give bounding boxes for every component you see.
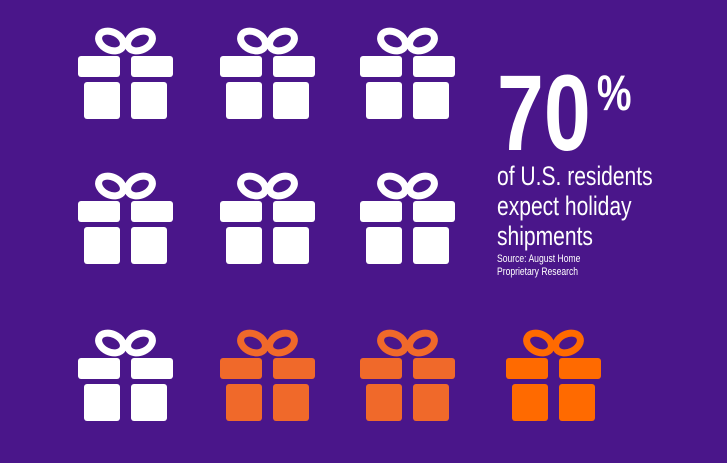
source-line: Proprietary Research bbox=[497, 266, 578, 278]
stat-unit: % bbox=[597, 64, 632, 121]
description-line: shipments bbox=[497, 222, 593, 252]
source-line: Source: August Home bbox=[497, 253, 581, 265]
stat-value: 70 bbox=[497, 52, 591, 174]
text-block: 70 % of U.S. residents expect holiday sh… bbox=[497, 52, 653, 278]
description-line: expect holiday bbox=[497, 192, 632, 222]
description-line: of U.S. residents bbox=[497, 162, 653, 192]
